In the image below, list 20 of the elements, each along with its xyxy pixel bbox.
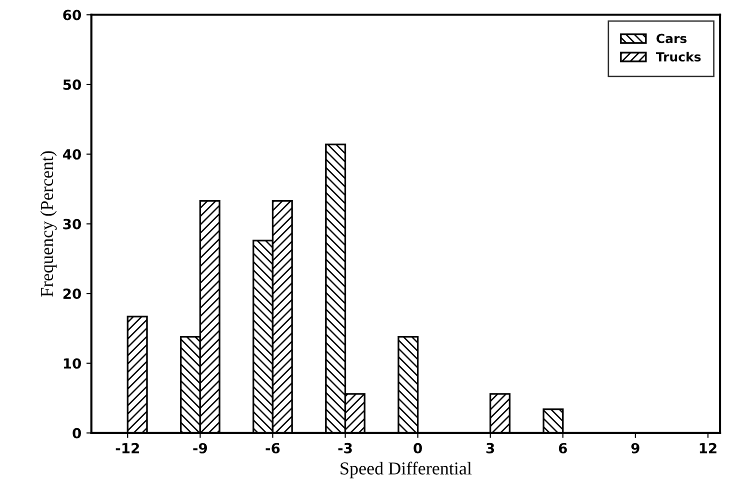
y-tick-label: 60 xyxy=(63,10,81,20)
x-tick-label: -6 xyxy=(266,442,280,454)
legend-label: Trucks xyxy=(656,52,701,62)
y-tick-label: 30 xyxy=(63,218,81,230)
x-tick-label: -3 xyxy=(338,442,352,454)
x-tick-label: 9 xyxy=(631,442,640,454)
y-tick-label: 40 xyxy=(62,149,81,160)
y-tick-label: 10 xyxy=(64,358,81,369)
x-tick-label: 12 xyxy=(700,442,716,454)
x-tick-label: -9 xyxy=(193,442,208,454)
x-tick-label: 3 xyxy=(486,442,494,454)
legend-label: Cars xyxy=(656,34,687,44)
y-tick-label: 50 xyxy=(63,79,81,90)
x-tick-label: -12 xyxy=(116,442,139,454)
x-tick-label: 6 xyxy=(558,442,567,454)
x-tick-label: 0 xyxy=(414,442,422,454)
y-tick-label: 20 xyxy=(63,288,81,300)
y-axis-title: Frequency (Percent) xyxy=(40,151,57,297)
x-axis-title: Speed Differential xyxy=(340,462,472,478)
y-tick-label: 0 xyxy=(72,428,81,438)
